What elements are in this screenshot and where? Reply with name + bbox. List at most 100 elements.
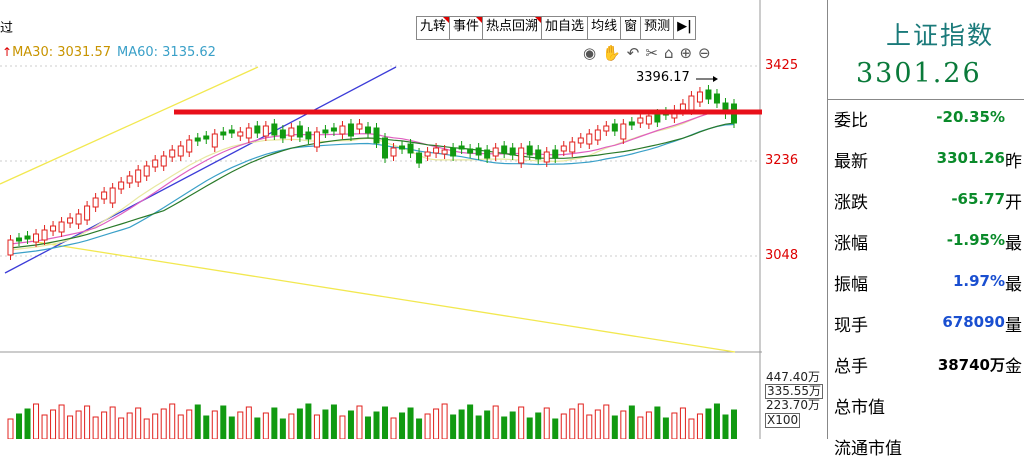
toolbar-ma-lines[interactable]: 均线 <box>588 17 622 39</box>
candle[interactable] <box>84 205 91 221</box>
candle[interactable] <box>586 133 593 145</box>
candle[interactable] <box>228 129 235 134</box>
candle[interactable] <box>305 131 312 140</box>
candle[interactable] <box>620 123 627 140</box>
candle[interactable] <box>390 147 397 157</box>
toolbar-window[interactable]: 窗 <box>621 17 642 39</box>
candle[interactable] <box>169 149 176 158</box>
candle[interactable] <box>143 165 150 177</box>
candle[interactable] <box>194 137 201 142</box>
candle[interactable] <box>569 141 576 153</box>
candle[interactable] <box>382 137 389 159</box>
candle[interactable] <box>526 145 533 156</box>
toolbar-end-button[interactable]: ▶| <box>677 19 692 34</box>
candle[interactable] <box>577 137 584 144</box>
candle[interactable] <box>637 117 644 124</box>
candle[interactable] <box>696 91 703 103</box>
hand-icon[interactable]: ✋ <box>602 44 621 62</box>
candle[interactable] <box>611 123 618 132</box>
candle[interactable] <box>254 125 261 134</box>
candle[interactable] <box>313 131 320 148</box>
candle[interactable] <box>177 145 184 157</box>
candle[interactable] <box>33 233 40 243</box>
candle[interactable] <box>186 139 193 153</box>
candle[interactable] <box>552 149 559 159</box>
candle[interactable] <box>296 125 303 138</box>
candle[interactable] <box>322 129 329 134</box>
candle[interactable] <box>220 131 227 136</box>
candle[interactable] <box>245 127 252 139</box>
candles-group[interactable] <box>7 85 737 260</box>
candle[interactable] <box>356 123 363 130</box>
candlestick-svg[interactable] <box>0 0 762 439</box>
candle[interactable] <box>237 131 244 137</box>
toolbar-events[interactable]: 事件 <box>450 17 484 39</box>
toolbar-add-watchlist[interactable]: 加自选 <box>542 17 589 39</box>
scissors-icon[interactable]: ✂ <box>645 44 658 62</box>
candle[interactable] <box>262 125 269 137</box>
candle[interactable] <box>7 239 14 256</box>
candle[interactable] <box>203 135 210 140</box>
candle[interactable] <box>518 147 525 164</box>
candle[interactable] <box>484 149 491 159</box>
candle[interactable] <box>467 148 474 154</box>
candle[interactable] <box>364 126 371 134</box>
candle[interactable] <box>271 123 278 136</box>
candle[interactable] <box>560 145 567 152</box>
zoom-out-icon[interactable]: ⊖ <box>698 44 711 62</box>
candle[interactable] <box>594 129 601 141</box>
trend-line-yellow-upper[interactable] <box>0 66 259 185</box>
candle[interactable] <box>688 95 695 111</box>
candle[interactable] <box>492 147 499 157</box>
candle[interactable] <box>543 151 550 163</box>
undo-icon[interactable]: ↶ <box>626 44 640 62</box>
candle[interactable] <box>399 145 406 150</box>
candle[interactable] <box>416 152 423 164</box>
toolbar-hot-review[interactable]: 热点回溯 <box>483 17 543 39</box>
candle[interactable] <box>288 127 295 137</box>
toolbar-jiuzhuan[interactable]: 九转 <box>417 17 451 39</box>
candle[interactable] <box>535 149 542 160</box>
candle[interactable] <box>67 217 74 224</box>
candle[interactable] <box>603 125 610 132</box>
kline-chart[interactable]: 九转 事件 热点回溯 加自选 均线 窗 预测 ▶| 过 ↑MA30: 3031.… <box>0 0 762 439</box>
candle[interactable] <box>407 143 414 154</box>
candle[interactable] <box>509 147 516 156</box>
candle[interactable] <box>50 225 57 232</box>
candle[interactable] <box>424 151 431 157</box>
candle[interactable] <box>475 147 482 156</box>
candle[interactable] <box>126 175 133 184</box>
candle[interactable] <box>118 181 125 190</box>
toolbar-forecast[interactable]: 预测 <box>641 17 675 39</box>
candle[interactable] <box>109 187 116 204</box>
candle[interactable] <box>24 235 31 240</box>
candle[interactable] <box>135 169 142 183</box>
trend-line-yellow-lower[interactable] <box>29 240 736 353</box>
candle[interactable] <box>450 147 457 157</box>
candle[interactable] <box>75 213 82 225</box>
candle[interactable] <box>16 237 23 242</box>
candle[interactable] <box>101 191 108 200</box>
candle[interactable] <box>441 149 448 155</box>
candle[interactable] <box>41 229 48 241</box>
candle[interactable] <box>58 221 65 233</box>
candle[interactable] <box>339 125 346 135</box>
candle[interactable] <box>458 145 465 150</box>
candle[interactable] <box>211 133 218 148</box>
eye-icon[interactable]: ◉ <box>583 44 597 62</box>
candle[interactable] <box>347 123 354 137</box>
candle[interactable] <box>501 145 508 154</box>
candle[interactable] <box>654 113 661 123</box>
candle[interactable] <box>152 159 159 168</box>
candle[interactable] <box>645 115 652 125</box>
lock-icon[interactable]: ⌂ <box>663 44 674 62</box>
candle[interactable] <box>279 129 286 139</box>
candle[interactable] <box>713 93 720 104</box>
candle[interactable] <box>705 89 712 100</box>
zoom-in-icon[interactable]: ⊕ <box>679 44 693 62</box>
candle[interactable] <box>373 127 380 144</box>
candle[interactable] <box>433 147 440 154</box>
candle[interactable] <box>160 155 167 167</box>
candle[interactable] <box>92 197 99 208</box>
candle[interactable] <box>330 127 337 132</box>
